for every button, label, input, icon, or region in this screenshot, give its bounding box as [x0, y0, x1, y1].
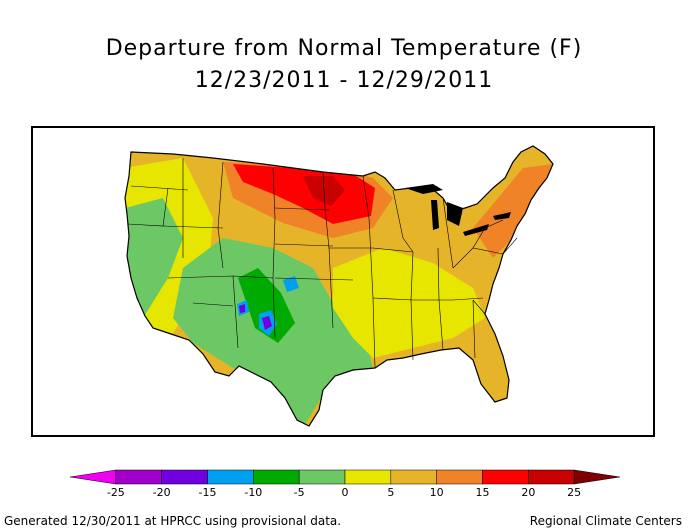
zone-0-5-southeast — [333, 248, 485, 358]
zone-minus5-0-pacific — [125, 198, 183, 318]
legend-bin — [436, 469, 483, 485]
date-range-subtitle: 12/23/2011 - 12/29/2011 — [194, 68, 494, 93]
generated-note: Generated 12/30/2011 at HPRCC using prov… — [4, 514, 342, 528]
great-lakes — [405, 184, 511, 236]
legend-bin — [482, 469, 529, 485]
legend-bin — [298, 469, 346, 485]
zone-minus20-minus15-a — [262, 316, 272, 330]
zone-minus20-minus15-b — [239, 304, 245, 313]
map-title: Departure from Normal Temperature (F) — [105, 36, 583, 61]
legend-bin — [390, 469, 437, 485]
legend-tick-label: -5 — [294, 486, 305, 499]
zone-minus10-minus5 — [238, 268, 295, 343]
legend-bin — [528, 469, 575, 485]
legend-tick-label: 0 — [342, 486, 349, 499]
state-borders — [127, 158, 518, 369]
legend-tick-label: 25 — [567, 486, 581, 499]
zone-10-15-northeast — [473, 164, 553, 258]
map-frame — [31, 126, 655, 437]
lake-huron — [447, 202, 463, 226]
lake-michigan — [431, 200, 439, 230]
color-legend: -25 -20 -15 -10 -5 0 5 10 15 20 25 — [69, 469, 621, 499]
temperature-anomaly-map — [124, 145, 554, 427]
legend-bin — [207, 469, 254, 485]
zone-15-20 — [233, 164, 375, 224]
legend-bin — [161, 469, 208, 485]
legend-bin — [344, 469, 392, 485]
legend-tick-label: 15 — [476, 486, 490, 499]
legend-tick-label: -15 — [199, 486, 217, 499]
lake-superior — [405, 184, 443, 194]
lake-ontario — [493, 212, 511, 220]
legend-tick-label: -25 — [107, 486, 125, 499]
legend-tick-label: -20 — [153, 486, 171, 499]
legend-tick-label: 5 — [387, 486, 394, 499]
source-credit: Regional Climate Centers — [529, 514, 682, 528]
legend-tick-label: -10 — [244, 486, 262, 499]
legend-bin — [115, 469, 162, 485]
legend-tick-label: 20 — [521, 486, 535, 499]
lake-erie — [463, 224, 489, 236]
legend-tick-label: 10 — [430, 486, 444, 499]
legend-bin — [253, 469, 300, 485]
legend-bin — [69, 469, 117, 485]
legend-bin — [573, 469, 621, 485]
zone-minus15-minus10-c — [283, 276, 299, 292]
